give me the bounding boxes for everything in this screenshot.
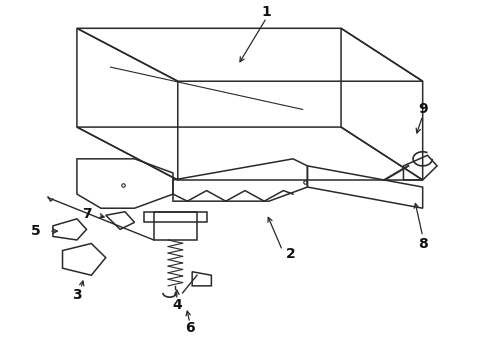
Text: 9: 9 — [418, 103, 427, 116]
Text: 3: 3 — [72, 288, 82, 302]
Text: 5: 5 — [31, 224, 41, 238]
Text: 6: 6 — [185, 321, 195, 335]
Text: 2: 2 — [286, 247, 295, 261]
Text: 4: 4 — [172, 298, 182, 312]
Text: 1: 1 — [262, 5, 271, 19]
Text: 7: 7 — [82, 207, 91, 221]
Text: 8: 8 — [418, 237, 428, 251]
